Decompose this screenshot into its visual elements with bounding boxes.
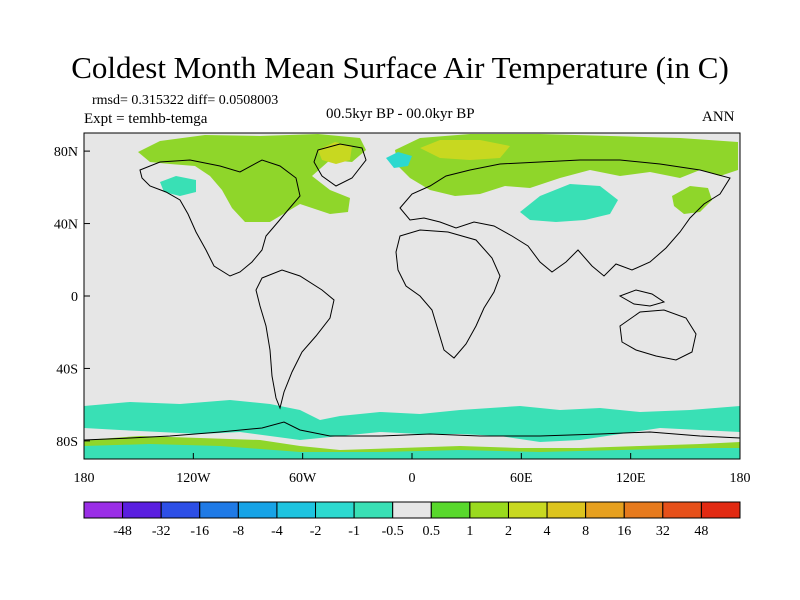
lat-tick-label: 0 [71, 290, 78, 305]
colorbar-label: 32 [656, 524, 670, 539]
colorbar-swatch [122, 501, 162, 519]
lon-tick-label: 60E [510, 471, 533, 486]
anomaly-patch-antarctic-cool [84, 444, 740, 459]
colorbar-label: -16 [190, 524, 209, 539]
colorbar-swatch [623, 501, 664, 519]
anomaly-patch-siberia-cool [520, 184, 618, 222]
anomaly-patch-north-america [138, 134, 366, 222]
anomaly-field [84, 134, 740, 459]
colorbar-label: -0.5 [382, 524, 404, 539]
colorbar-swatch [469, 501, 509, 519]
colorbar-swatch [700, 501, 741, 519]
colorbar-swatch [276, 501, 317, 519]
lon-tick-label: 120E [616, 471, 646, 486]
stats-line: rmsd= 0.315322 diff= 0.0508003 [92, 93, 279, 108]
colorbar-label: 2 [505, 524, 512, 539]
colorbar-swatch [353, 501, 394, 519]
colorbar-label: 16 [617, 524, 631, 539]
coastline-eurasia [399, 159, 731, 277]
coastlines [84, 143, 740, 441]
colorbar-label: 0.5 [423, 524, 441, 539]
lon-tick-label: 120W [176, 471, 211, 486]
coastline-south-america [255, 269, 335, 410]
map-axes: 180 120W 60W 0 60E 120E 180 80N 40N 0 40S 80S [54, 145, 751, 486]
lat-tick-label: 40S [56, 362, 78, 377]
colorbar-label: 48 [694, 524, 708, 539]
anomaly-patch-alaska-cool [160, 176, 196, 196]
colorbar-swatch [662, 501, 702, 519]
colorbar-swatch [430, 501, 471, 519]
coastline-australia [619, 309, 697, 361]
coastline-southeast-asia [618, 289, 666, 307]
experiment-label: Expt = temhb-temga [84, 111, 208, 127]
colorbar-label: -8 [233, 524, 245, 539]
colorbar-label: -4 [271, 524, 283, 539]
colorbar-swatch [160, 501, 201, 519]
colorbar-swatch [315, 501, 355, 519]
colorbar-swatch [392, 501, 432, 519]
colorbar-swatch [585, 501, 625, 519]
colorbar-label: 8 [582, 524, 589, 539]
colorbar-label: -2 [310, 524, 322, 539]
colorbar-swatch [83, 501, 124, 519]
colorbar-label: 1 [466, 524, 473, 539]
colorbar-label: -48 [113, 524, 132, 539]
lon-tick-label: 180 [730, 471, 751, 486]
anomaly-patch-atlantic-cool [386, 152, 412, 168]
anomaly-patch-east-asia [672, 186, 712, 214]
coastline-africa [395, 229, 501, 359]
colorbar-swatch [237, 501, 278, 519]
coastline-north-america [139, 159, 301, 277]
colorbar-label: -1 [348, 524, 360, 539]
lat-tick-label: 80S [56, 435, 78, 450]
anomaly-patch-southern-ocean [84, 400, 740, 442]
colorbar-label: -32 [152, 524, 171, 539]
colorbar-swatch [546, 501, 587, 519]
colorbar-label: 4 [544, 524, 551, 539]
chart-title: Coldest Month Mean Surface Air Temperatu… [71, 50, 729, 85]
coastline-greenland [313, 143, 367, 187]
colorbar-swatch [507, 501, 548, 519]
colorbar-swatch [199, 501, 239, 519]
lon-tick-label: 0 [409, 471, 416, 486]
lon-tick-label: 60W [289, 471, 317, 486]
lon-tick-label: 180 [74, 471, 95, 486]
coastline-antarctica [84, 421, 740, 441]
anomaly-patch-arctic-warm [420, 140, 510, 160]
season-label: ANN [702, 109, 735, 125]
period-label: 00.5kyr BP - 00.0kyr BP [326, 106, 475, 122]
lat-tick-label: 80N [54, 145, 78, 160]
lat-tick-label: 40N [54, 218, 78, 233]
colorbar: -48 -32 -16 -8 -4 -2 -1 -0.5 0.5 1 2 4 8 16 32 48 [83, 501, 741, 539]
